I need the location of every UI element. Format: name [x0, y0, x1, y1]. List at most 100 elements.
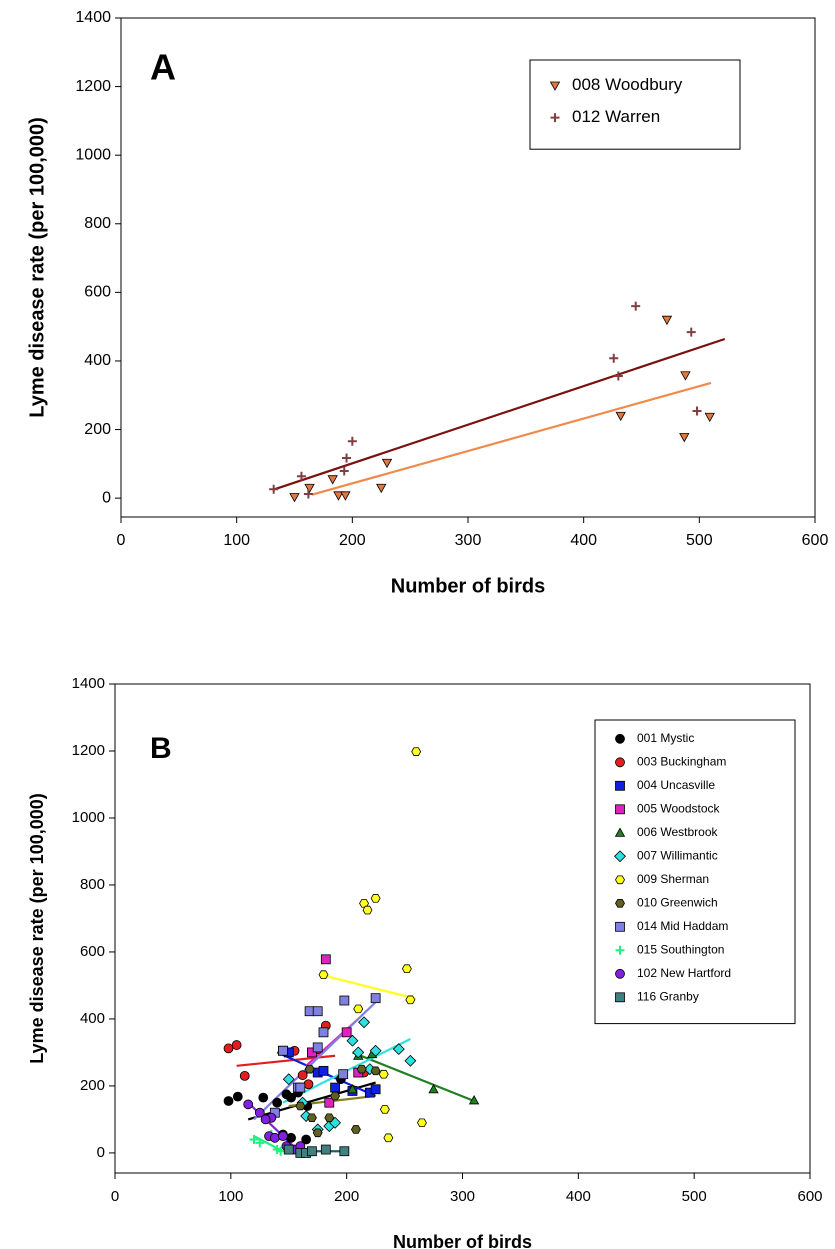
y-axis-title: Lyme disease rate (per 100,000): [26, 117, 48, 418]
point: [312, 1128, 323, 1138]
legend-label: 005 Woodstock: [637, 801, 720, 815]
legend-marker: [615, 757, 625, 768]
point: [416, 1118, 427, 1128]
point: [339, 1146, 350, 1157]
point: [286, 1092, 296, 1103]
x-axis-title: Number of birds: [391, 575, 545, 597]
point: [239, 1070, 250, 1081]
y-tick-label: 1000: [72, 809, 105, 826]
point: [370, 894, 381, 903]
point: [269, 484, 279, 494]
legend-label: 001 Mystic: [637, 731, 694, 745]
point: [297, 1070, 308, 1081]
y-tick-label: 0: [97, 1144, 105, 1161]
point: [356, 1064, 367, 1074]
legend-marker: [615, 733, 625, 744]
point: [320, 1144, 331, 1155]
point: [272, 1097, 283, 1108]
y-tick-label: 600: [84, 284, 111, 301]
point: [350, 1125, 361, 1134]
panel-letter: A: [150, 47, 176, 88]
legend-marker: [615, 804, 625, 815]
y-tick-label: 1000: [75, 146, 111, 163]
point: [286, 1132, 296, 1143]
x-tick-label: 300: [455, 532, 482, 549]
trend-line: [273, 337, 726, 491]
point: [679, 433, 690, 443]
point: [304, 1064, 315, 1074]
legend-label: 004 Uncasville: [637, 778, 715, 792]
point: [609, 353, 619, 363]
point: [347, 1083, 358, 1094]
legend-label: 015 Southington: [637, 942, 724, 956]
point: [370, 1066, 381, 1076]
point: [258, 1092, 269, 1103]
legend-box: [594, 719, 796, 1025]
point: [231, 1040, 242, 1050]
x-tick-label: 300: [450, 1188, 475, 1205]
y-tick-label: 800: [80, 876, 105, 893]
point: [307, 1146, 317, 1157]
legend-marker: [614, 827, 626, 837]
legend-marker: [615, 992, 625, 1003]
y-tick-label: 200: [80, 1077, 105, 1094]
point: [347, 436, 357, 446]
point: [312, 1006, 323, 1017]
point: [468, 1094, 480, 1105]
trend-line: [323, 974, 417, 1000]
point: [401, 964, 412, 973]
point: [318, 1027, 329, 1038]
point: [352, 1046, 365, 1059]
legend-marker: [615, 921, 625, 932]
point: [249, 1135, 259, 1145]
point: [358, 1016, 371, 1029]
point: [276, 1146, 286, 1156]
point: [282, 1073, 295, 1086]
x-tick-label: 400: [566, 1188, 591, 1205]
legend-marker: [614, 850, 626, 863]
point: [411, 747, 422, 756]
x-axis-title: Number of birds: [393, 1232, 532, 1249]
point: [342, 453, 352, 463]
point: [296, 471, 306, 481]
point: [680, 371, 691, 381]
legend-label: 116 Granby: [637, 989, 699, 1003]
y-tick-label: 200: [84, 421, 111, 438]
point: [381, 458, 393, 469]
legend-label: 003 Buckingham: [637, 754, 726, 768]
point: [327, 475, 338, 485]
point: [338, 1069, 349, 1080]
legend-label: 014 Mid Haddam: [637, 919, 728, 933]
point: [289, 493, 300, 503]
point: [278, 1131, 288, 1142]
point: [303, 1079, 314, 1090]
legend-box: [529, 59, 741, 150]
point: [383, 1133, 394, 1143]
trend-line: [311, 381, 712, 496]
point: [341, 1027, 352, 1038]
point: [362, 905, 373, 915]
point: [243, 1099, 254, 1110]
point: [307, 1047, 317, 1058]
x-tick-label: 500: [682, 1188, 707, 1205]
point: [278, 1045, 288, 1056]
x-tick-label: 0: [111, 1188, 119, 1205]
legend-marker: [615, 945, 625, 955]
legend-label: 010 Greenwich: [637, 895, 718, 909]
point: [318, 970, 329, 980]
point: [369, 1044, 382, 1057]
x-tick-label: 100: [218, 1188, 243, 1205]
point: [223, 1043, 234, 1054]
legend-label: 012 Warren: [572, 107, 660, 126]
x-tick-label: 400: [570, 532, 597, 549]
legend-marker: [549, 81, 561, 91]
point: [254, 1107, 265, 1118]
point: [370, 993, 381, 1004]
x-tick-label: 600: [797, 1188, 822, 1205]
x-tick-label: 200: [339, 532, 366, 549]
x-tick-label: 600: [802, 532, 829, 549]
point: [405, 995, 416, 1005]
point: [304, 1006, 315, 1017]
y-tick-label: 800: [84, 215, 111, 232]
x-tick-label: 200: [334, 1188, 359, 1205]
